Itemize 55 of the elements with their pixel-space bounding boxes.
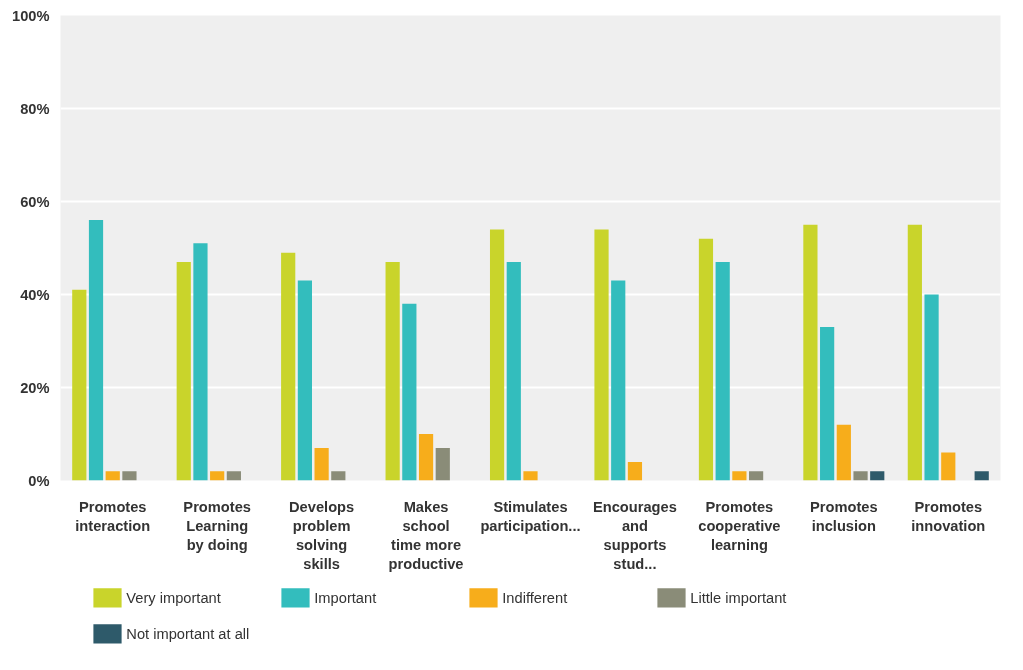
- bar: [803, 224, 818, 481]
- bar: [941, 452, 956, 481]
- bar: [974, 471, 989, 481]
- bar: [226, 471, 241, 481]
- bar: [210, 471, 225, 481]
- y-tick-label: 80%: [20, 100, 50, 117]
- bar: [122, 471, 137, 481]
- bar: [836, 424, 851, 481]
- x-tick-label: Develops problem solving skills: [289, 498, 355, 573]
- bar: [385, 261, 400, 481]
- bar: [870, 471, 885, 481]
- bar: [418, 434, 434, 481]
- x-tick-label: Promotes Learning by doing: [183, 498, 251, 553]
- x-tick-label: Stimulates participation...: [480, 498, 581, 534]
- bar: [820, 327, 835, 481]
- bar: [698, 238, 714, 481]
- bar: [523, 471, 538, 481]
- y-tick-label: 40%: [20, 286, 50, 303]
- bar: [715, 261, 730, 481]
- bar: [193, 243, 208, 481]
- bar: [907, 224, 922, 481]
- legend-label: Little important: [690, 589, 787, 606]
- legend-label: Indifferent: [502, 589, 568, 606]
- bar: [924, 294, 939, 481]
- bar: [72, 289, 87, 481]
- bar: [402, 303, 417, 481]
- bar: [506, 261, 521, 481]
- bar: [176, 261, 191, 481]
- bar: [732, 471, 747, 481]
- bar: [489, 229, 505, 481]
- y-tick-label: 100%: [12, 7, 50, 24]
- x-tick-label: Encourages and supports stud...: [593, 498, 677, 573]
- bar: [749, 471, 764, 481]
- y-tick-label: 20%: [20, 379, 50, 396]
- x-tick-label: Promotes innovation: [911, 498, 986, 534]
- bar: [611, 280, 626, 481]
- y-tick-label: 60%: [20, 193, 50, 210]
- legend-label: Very important: [126, 589, 221, 606]
- bar: [281, 252, 296, 481]
- bar: [314, 447, 329, 481]
- x-tick-label: Promotes inclusion: [810, 498, 878, 534]
- bar: [331, 471, 346, 481]
- legend-label: Important: [314, 589, 377, 606]
- bar: [435, 447, 450, 481]
- bar: [88, 220, 104, 481]
- y-tick-label: 0%: [28, 472, 50, 489]
- bar: [627, 461, 643, 481]
- bar: [105, 471, 120, 481]
- bar: [594, 229, 609, 481]
- x-tick-label: Promotes cooperative learning: [698, 498, 781, 553]
- x-tick-label: Promotes interaction: [75, 498, 151, 534]
- bar: [853, 471, 868, 481]
- legend-label: Not important at all: [126, 625, 250, 642]
- x-tick-label: Makes school time more productive: [388, 498, 464, 573]
- bar: [297, 280, 312, 481]
